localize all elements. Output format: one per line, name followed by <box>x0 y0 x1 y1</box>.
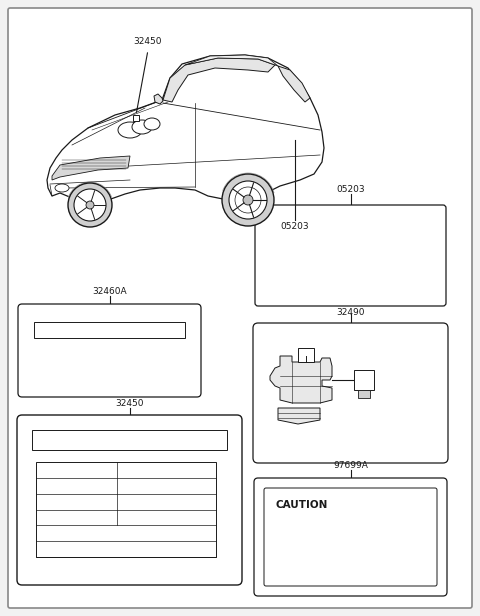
Ellipse shape <box>132 120 152 134</box>
Text: 32450: 32450 <box>115 399 144 408</box>
Text: CAUTION: CAUTION <box>276 500 328 510</box>
Text: 32490: 32490 <box>336 308 365 317</box>
Polygon shape <box>185 55 278 66</box>
Polygon shape <box>47 55 324 202</box>
Circle shape <box>86 201 94 209</box>
Text: 32460A: 32460A <box>92 287 127 296</box>
Polygon shape <box>270 356 332 403</box>
Circle shape <box>74 189 106 221</box>
Bar <box>36 462 216 557</box>
FancyBboxPatch shape <box>253 323 448 463</box>
Bar <box>32 430 227 450</box>
Circle shape <box>68 183 112 227</box>
Bar <box>298 348 314 362</box>
Circle shape <box>222 174 274 226</box>
Text: 05203: 05203 <box>336 185 365 194</box>
FancyBboxPatch shape <box>8 8 472 608</box>
Bar <box>354 370 374 390</box>
Text: 32450: 32450 <box>134 37 162 46</box>
Bar <box>34 322 185 338</box>
Bar <box>133 115 139 121</box>
Polygon shape <box>278 408 320 424</box>
Ellipse shape <box>55 184 69 192</box>
Ellipse shape <box>118 122 142 138</box>
FancyBboxPatch shape <box>17 415 242 585</box>
Ellipse shape <box>144 118 160 130</box>
Text: 05203: 05203 <box>281 222 309 231</box>
Circle shape <box>229 181 267 219</box>
FancyBboxPatch shape <box>264 488 437 586</box>
Polygon shape <box>52 156 130 180</box>
Polygon shape <box>278 66 310 102</box>
Polygon shape <box>154 94 163 104</box>
Bar <box>358 390 370 398</box>
Text: 97699A: 97699A <box>333 461 368 470</box>
FancyBboxPatch shape <box>18 304 201 397</box>
Circle shape <box>243 195 253 205</box>
FancyBboxPatch shape <box>255 205 446 306</box>
Polygon shape <box>163 58 275 102</box>
FancyBboxPatch shape <box>254 478 447 596</box>
